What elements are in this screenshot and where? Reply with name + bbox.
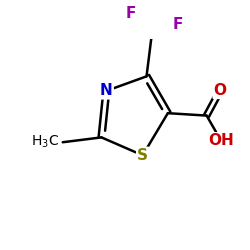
Text: OH: OH [208,133,234,148]
Text: S: S [137,148,148,163]
Text: N: N [100,84,113,98]
Text: O: O [214,83,227,98]
Text: F: F [126,6,136,21]
Text: F: F [173,16,183,32]
Text: H$_3$C: H$_3$C [31,134,59,150]
